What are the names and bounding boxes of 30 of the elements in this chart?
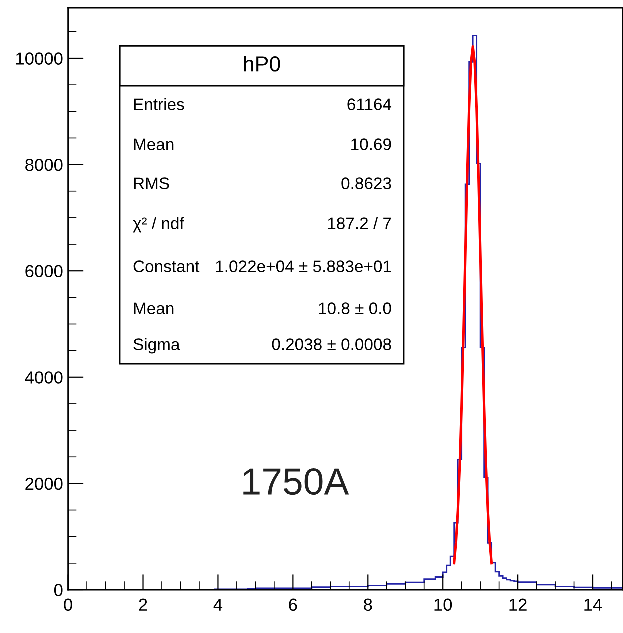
annotation: 10.69: [352, 138, 392, 150]
y-tick-label: 0: [54, 584, 63, 596]
annotation: 61164: [348, 98, 392, 110]
annotation: RMS: [134, 178, 170, 190]
y-tick-label: 8000: [26, 158, 63, 172]
y-tick-label: 6000: [26, 265, 63, 278]
annotation: 0.8623: [342, 178, 392, 190]
x-tick-label: 12: [510, 598, 527, 611]
y-tick-label: 4000: [25, 372, 63, 384]
x-tick-label: 8: [364, 598, 372, 612]
annotation: 187.2 / 7: [328, 217, 392, 230]
annotation: Mean: [134, 138, 174, 150]
annotation: 0.2038 ± 0.0008: [272, 338, 392, 350]
x-tick-label: 0: [64, 598, 72, 612]
annotation: hP0: [244, 56, 280, 72]
annotation: χ² / ndf: [133, 217, 184, 233]
x-tick-label: 6: [289, 598, 298, 612]
annotation: 1.022e+04 ± 5.883e+01: [216, 260, 392, 272]
y-tick-label: 2000: [26, 478, 63, 490]
x-tick-label: 14: [584, 598, 602, 611]
annotation: Sigma: [134, 338, 180, 354]
x-tick-label: 4: [214, 598, 223, 611]
y-tick-label: 10000: [16, 52, 63, 65]
x-tick-label: 10: [434, 598, 452, 612]
annotation: Entries: [134, 98, 184, 110]
annotation: Mean: [134, 302, 174, 314]
x-tick-label: 2: [139, 598, 148, 611]
annotation: Constant: [134, 260, 200, 272]
annotation: 10.8 ± 0.0: [319, 302, 392, 314]
annotation: 1750A: [244, 468, 350, 496]
